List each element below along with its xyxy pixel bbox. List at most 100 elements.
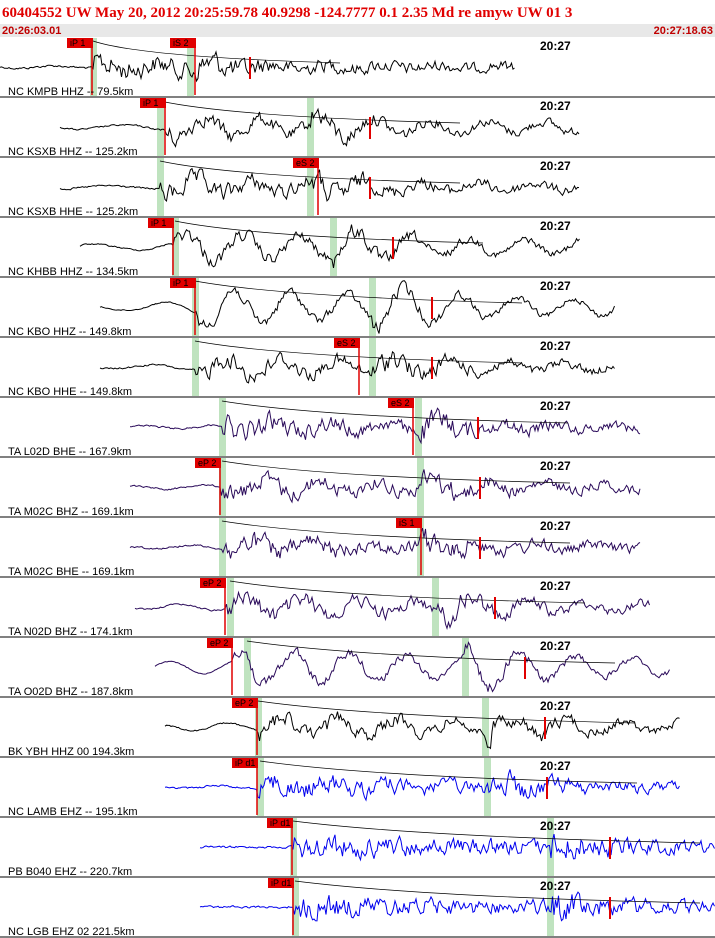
station-label: NC KBO HHZ -- 149.8km [8, 326, 131, 338]
pick-flag [268, 878, 294, 888]
travel-curve [292, 820, 701, 844]
s-window [547, 818, 554, 876]
station-label: NC KMPB HHZ -- 79.5km [8, 86, 133, 98]
s-window [330, 218, 337, 276]
waveform [0, 50, 515, 83]
station-label: TA N02D BHZ -- 174.1km [8, 626, 133, 638]
p-window [219, 398, 226, 456]
travel-curve [194, 280, 523, 304]
start-time: 20:26:03.01 [2, 25, 61, 37]
travel-curve [221, 400, 569, 424]
station-label: PB B040 EHZ -- 220.7km [8, 866, 132, 878]
waveform [129, 469, 641, 504]
pick-label: iP 1 [173, 278, 188, 288]
pick-label: eS 2 [391, 398, 410, 408]
s-window [462, 638, 469, 696]
travel-curve [294, 880, 701, 904]
time-label: 20:27 [540, 219, 571, 233]
waveform [79, 224, 580, 268]
s-window [415, 398, 422, 456]
waveform [164, 711, 680, 750]
pick-flag [388, 398, 414, 408]
pick-label: eP 2 [198, 458, 216, 468]
time-label: 20:27 [540, 699, 571, 713]
waveform [59, 167, 580, 203]
travel-curve [159, 160, 461, 184]
waveform [199, 833, 715, 862]
pick-label: eP 2 [235, 698, 253, 708]
pick-label: iP d1 [270, 818, 290, 828]
waveform [99, 280, 615, 334]
station-label: TA M02C BHE -- 169.1km [8, 566, 134, 578]
pick-flag [195, 458, 221, 468]
waveform [130, 407, 641, 445]
station-label: NC LGB EHZ 02 221.5km [8, 926, 135, 938]
pick-label: iP 1 [151, 218, 166, 228]
pick-flag [140, 98, 166, 108]
time-label: 20:27 [540, 579, 571, 593]
title: 60404552 UW May 20, 2012 20:25:59.78 40.… [2, 5, 572, 21]
travel-curve [246, 640, 616, 664]
waveform [129, 527, 641, 560]
time-label: 20:27 [540, 819, 571, 833]
pick-flag [232, 698, 258, 708]
p-window [157, 158, 164, 216]
station-label: TA L02D BHE -- 167.9km [8, 446, 131, 458]
station-label: NC KBO HHE -- 149.8km [8, 386, 132, 398]
time-label: 20:27 [540, 279, 571, 293]
s-window [432, 578, 439, 636]
pick-label: eS 2 [337, 338, 356, 348]
pick-flag [170, 278, 196, 288]
station-label: NC KSXB HHZ -- 125.2km [8, 146, 138, 158]
p-window [255, 698, 262, 756]
pick-label: iS 1 [399, 518, 415, 528]
pick-label: iP 1 [143, 98, 158, 108]
station-label: NC KSXB HHE -- 125.2km [8, 206, 138, 218]
s-window [369, 278, 376, 336]
pick-label: eS 2 [296, 158, 315, 168]
pick-flag [232, 758, 258, 768]
station-label: BK YBH HHZ 00 194.3km [8, 746, 134, 758]
pick-flag [67, 38, 93, 48]
s-window [482, 698, 489, 756]
time-label: 20:27 [540, 759, 571, 773]
station-label: TA M02C BHZ -- 169.1km [8, 506, 134, 518]
travel-curve [257, 700, 636, 724]
time-label: 20:27 [540, 519, 571, 533]
waveform [59, 107, 580, 148]
travel-curve [194, 340, 523, 364]
waveform [154, 641, 670, 693]
pick-flag [396, 518, 422, 528]
waveform [199, 891, 715, 922]
pick-flag [148, 218, 174, 228]
pick-flag [334, 338, 360, 348]
pick-label: eP 2 [203, 578, 221, 588]
p-window [227, 578, 234, 636]
travel-curve [159, 100, 461, 124]
time-label: 20:27 [540, 339, 571, 353]
time-label: 20:27 [540, 39, 571, 53]
time-bar [0, 24, 715, 37]
time-label: 20:27 [540, 459, 571, 473]
pick-flag [207, 638, 233, 648]
travel-curve [92, 40, 341, 64]
pick-flag [267, 818, 293, 828]
time-label: 20:27 [540, 639, 571, 653]
station-label: NC KHBB HHZ -- 134.5km [8, 266, 138, 278]
s-window [417, 458, 424, 516]
travel-curve [259, 760, 638, 784]
pick-flag [200, 578, 226, 588]
pick-label: iP d1 [271, 878, 291, 888]
pick-label: iS 2 [173, 38, 189, 48]
travel-curve [221, 460, 571, 484]
p-window [172, 218, 179, 276]
travel-curve [221, 520, 571, 544]
s-window [547, 878, 554, 936]
time-label: 20:27 [540, 99, 571, 113]
station-label: TA O02D BHZ -- 187.8km [8, 686, 133, 698]
p-window [192, 338, 199, 396]
travel-curve [174, 220, 484, 244]
end-time: 20:27:18.63 [654, 25, 713, 37]
